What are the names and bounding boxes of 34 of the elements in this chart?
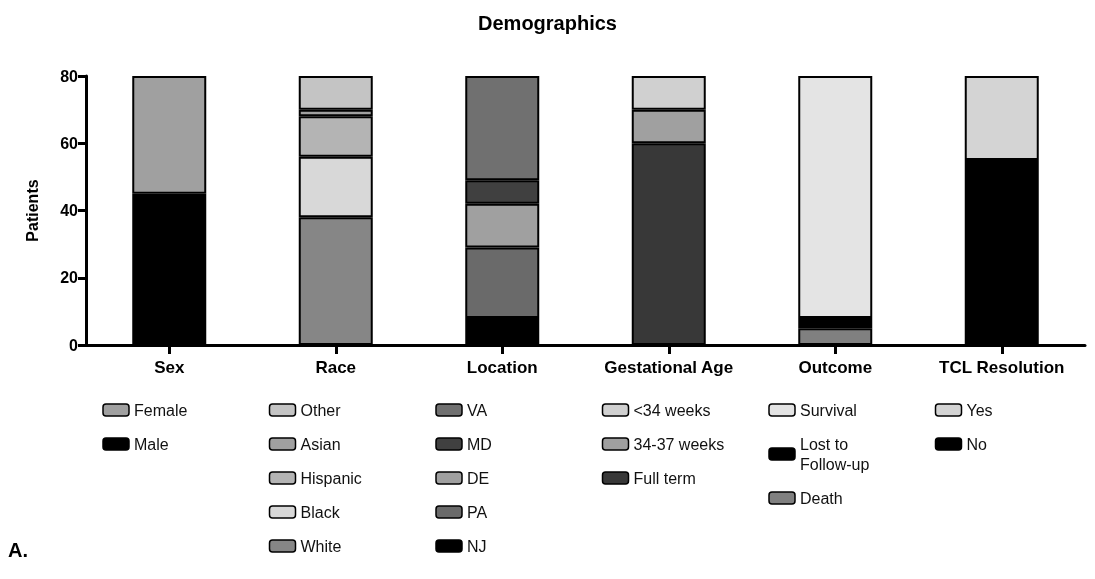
x-tick-label: TCL Resolution — [939, 358, 1065, 377]
y-tick-label: 60 — [60, 134, 79, 152]
legend-label: DE — [467, 469, 490, 487]
legend-label: Asian — [300, 435, 341, 453]
x-tick-label: Outcome — [798, 358, 873, 377]
legend-label: Female — [134, 401, 188, 419]
legend-label: PA — [467, 503, 488, 521]
legend-label: MD — [467, 435, 492, 453]
legend-label: Survival — [800, 401, 857, 419]
legend-label: No — [966, 435, 988, 453]
x-tick-label: Location — [466, 358, 538, 377]
x-tick-label: Race — [315, 358, 357, 377]
x-tick-label: Sex — [154, 358, 185, 377]
legend-label: Lost to Follow-up — [800, 435, 870, 473]
legend-label: White — [300, 537, 342, 555]
legend-label: Hispanic — [300, 469, 362, 487]
y-tick-label: 80 — [60, 67, 79, 85]
text: A. — [8, 539, 28, 561]
y-tick-label: 40 — [60, 202, 79, 219]
y-axis-title: Patients — [23, 179, 41, 242]
y-tick-label: 20 — [60, 269, 79, 287]
y-tick-label: 0 — [69, 336, 79, 354]
legend-label: Black — [300, 503, 341, 521]
legend-label: NJ — [467, 537, 487, 555]
legend-label: Yes — [966, 401, 993, 419]
legend-label: <34 weeks — [633, 401, 711, 419]
legend-label: Other — [300, 401, 342, 419]
legend-label: Death — [800, 489, 843, 507]
x-tick-label: Gestational Age — [604, 358, 734, 377]
legend-label: VA — [467, 401, 488, 419]
legend-label: Full term — [633, 469, 696, 487]
legend-label: 34-37 weeks — [633, 435, 725, 453]
chart-title: Demographics — [478, 12, 617, 34]
legend-label: Male — [134, 435, 169, 453]
